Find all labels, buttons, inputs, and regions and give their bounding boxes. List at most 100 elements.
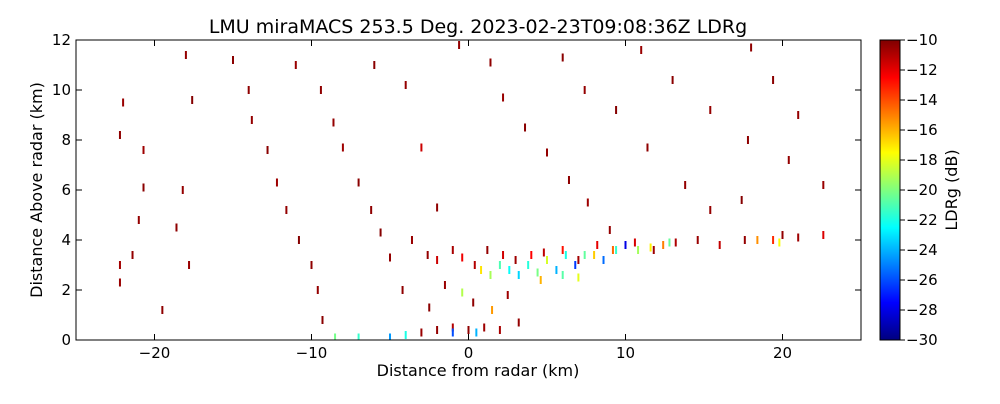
data-point bbox=[118, 278, 121, 287]
data-point bbox=[436, 203, 439, 212]
data-point bbox=[797, 111, 800, 119]
y-axis-label: Distance Above radar (km) bbox=[27, 82, 46, 298]
colorbar-tick-label: −22 bbox=[906, 211, 938, 229]
plot-frame bbox=[75, 39, 862, 341]
data-point bbox=[608, 226, 611, 234]
data-point bbox=[332, 118, 335, 127]
colorbar-tick-label: −26 bbox=[906, 271, 938, 289]
data-points bbox=[118, 41, 825, 340]
colorbar-tick-label: −10 bbox=[906, 31, 938, 49]
data-point bbox=[483, 323, 486, 332]
colorbar-label: LDRg (dB) bbox=[942, 149, 961, 230]
data-point bbox=[561, 246, 564, 254]
data-point bbox=[652, 246, 655, 254]
data-point bbox=[420, 328, 423, 337]
data-point bbox=[491, 306, 494, 314]
data-point bbox=[555, 266, 558, 274]
data-point bbox=[475, 328, 478, 337]
data-point bbox=[564, 251, 567, 259]
data-point bbox=[574, 261, 577, 269]
data-point bbox=[458, 41, 461, 49]
y-tick-label: 2 bbox=[61, 281, 71, 299]
data-point bbox=[401, 286, 404, 294]
data-point bbox=[746, 136, 749, 144]
data-point bbox=[275, 178, 278, 187]
data-point bbox=[709, 206, 712, 214]
data-point bbox=[517, 271, 520, 279]
data-point bbox=[797, 233, 800, 242]
data-point bbox=[420, 143, 423, 152]
data-point bbox=[502, 93, 505, 102]
data-point bbox=[530, 251, 533, 259]
data-point bbox=[480, 266, 483, 274]
data-point bbox=[451, 246, 454, 254]
data-point bbox=[321, 316, 324, 324]
data-point bbox=[740, 196, 743, 204]
data-point bbox=[787, 156, 790, 164]
y-axis-ticks: 0 2 4 6 8 10 12 bbox=[52, 31, 861, 349]
data-point bbox=[161, 306, 164, 314]
x-tick-label: −20 bbox=[139, 344, 171, 362]
data-point bbox=[822, 231, 825, 239]
data-point bbox=[250, 116, 253, 124]
x-axis-ticks: −20 −10 0 10 20 bbox=[139, 40, 792, 362]
data-point bbox=[542, 248, 545, 257]
data-point bbox=[561, 271, 564, 279]
data-point bbox=[539, 276, 542, 284]
data-point bbox=[743, 236, 746, 244]
data-point bbox=[718, 241, 721, 249]
colorbar-tick-label: −28 bbox=[906, 301, 938, 319]
data-point bbox=[750, 43, 753, 52]
y-tick-label: 4 bbox=[61, 231, 71, 249]
x-tick-label: 0 bbox=[464, 344, 474, 362]
data-point bbox=[684, 181, 687, 189]
data-point bbox=[467, 326, 470, 334]
x-axis-label: Distance from radar (km) bbox=[377, 361, 580, 380]
data-point bbox=[489, 271, 492, 279]
colorbar-tick-label: −14 bbox=[906, 91, 938, 109]
data-point bbox=[443, 281, 446, 289]
data-point bbox=[436, 256, 439, 264]
data-point bbox=[583, 251, 586, 259]
data-point bbox=[451, 328, 454, 337]
data-point bbox=[536, 268, 539, 277]
data-point bbox=[436, 326, 439, 334]
data-point bbox=[486, 246, 489, 254]
data-point bbox=[596, 241, 599, 249]
data-point bbox=[310, 261, 313, 269]
data-point bbox=[473, 261, 476, 269]
colorbar-ticks: −10 −12 −14 −16 −18 −20 −22 −24 −26 −28 −30 bbox=[900, 31, 938, 349]
data-point bbox=[615, 106, 618, 114]
data-point bbox=[709, 106, 712, 114]
data-point bbox=[142, 183, 145, 192]
data-point bbox=[341, 143, 344, 152]
y-tick-label: 8 bbox=[61, 131, 71, 149]
data-point bbox=[319, 86, 322, 94]
data-point bbox=[577, 273, 580, 282]
data-point bbox=[624, 241, 627, 249]
data-point bbox=[188, 261, 191, 269]
data-point bbox=[451, 323, 454, 332]
data-point bbox=[404, 331, 407, 339]
data-point bbox=[822, 181, 825, 189]
y-tick-label: 6 bbox=[61, 181, 71, 199]
data-point bbox=[373, 61, 376, 69]
data-point bbox=[472, 298, 475, 307]
data-point bbox=[615, 246, 618, 254]
data-point bbox=[772, 236, 775, 244]
colorbar-tick-label: −20 bbox=[906, 181, 938, 199]
x-tick-label: 20 bbox=[773, 344, 792, 362]
data-point bbox=[546, 256, 548, 264]
data-point bbox=[772, 76, 775, 84]
data-point bbox=[502, 251, 505, 259]
data-point bbox=[118, 261, 121, 269]
data-point bbox=[637, 246, 640, 254]
data-point bbox=[247, 86, 250, 94]
colorbar-tick-label: −12 bbox=[906, 61, 938, 79]
data-point bbox=[370, 206, 373, 214]
data-point bbox=[122, 98, 125, 107]
data-point bbox=[649, 243, 652, 252]
data-point bbox=[184, 51, 187, 59]
data-point bbox=[781, 231, 784, 239]
